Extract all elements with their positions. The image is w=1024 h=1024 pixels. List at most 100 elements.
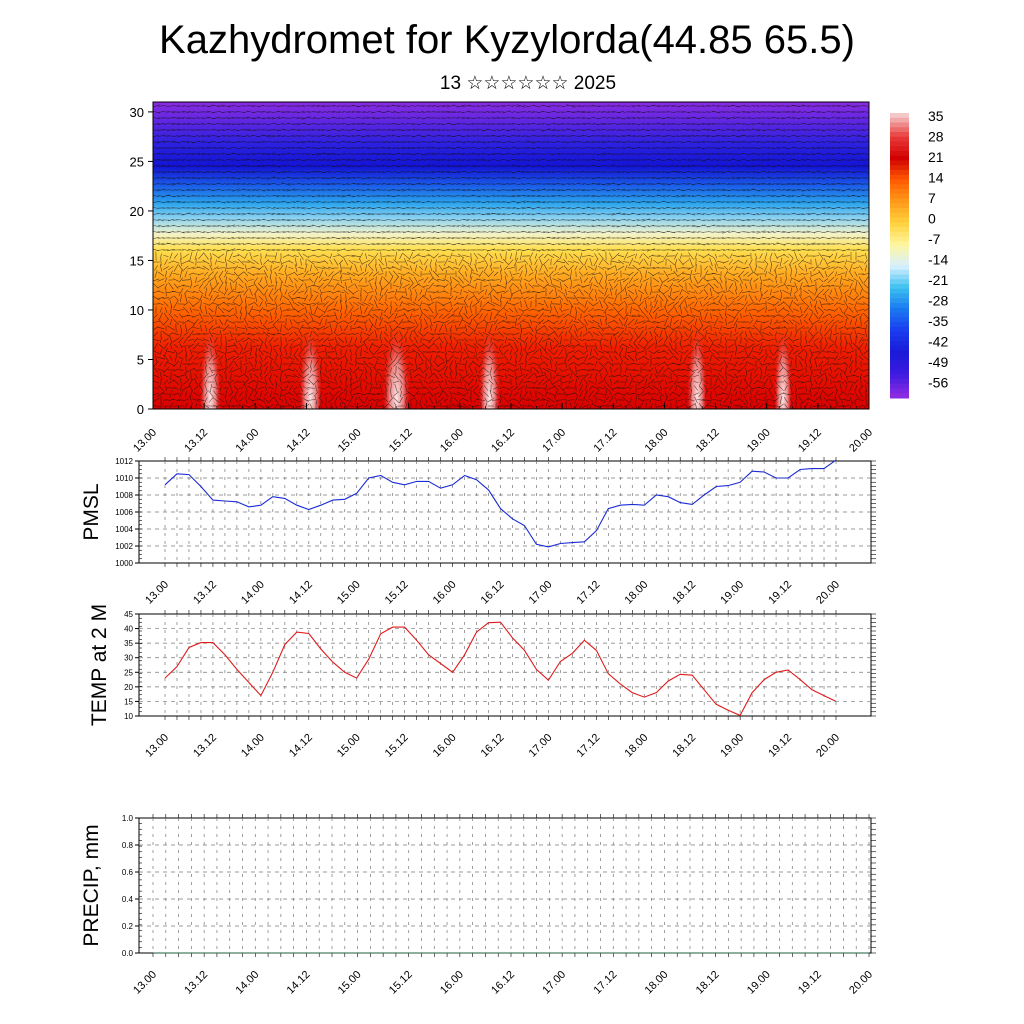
color-bar-segment [890,341,909,347]
color-bar-segment [890,388,909,394]
heatmap-warm-core [478,314,501,409]
color-bar-segment [890,269,909,275]
color-bar-segment [890,174,909,180]
color-bar-label: -56 [928,375,948,391]
x-tick-label: 17.00 [540,969,568,997]
x-tick-label: 18.12 [694,427,722,455]
pmsl-chart: 1000 1002 1004 1006 1008 1010 1012 13.00 13.12 14… [80,457,876,607]
color-bar-segment [890,374,909,380]
x-tick-label: 14.00 [233,969,261,997]
horizontal-grid [139,628,871,702]
x-tick-label: 14.00 [239,579,267,607]
color-bar-segment [890,117,909,123]
x-tick-label: 15.00 [336,427,364,455]
x-tick-label: 14.12 [287,732,315,760]
x-tick-label: 16.00 [431,579,459,607]
y-tick-label: 0.6 [122,868,134,877]
color-bar-segment [890,160,909,166]
color-bar-label: -21 [928,272,948,288]
color-bar-segment [890,379,909,385]
x-tick-label: 15.00 [335,579,363,607]
x-tick-label: 15.12 [383,579,411,607]
y-axis-title: PRECIP, mm [80,824,103,946]
x-tick-label: 17.12 [575,579,603,607]
color-bar-segment [890,331,909,337]
x-tick-label: 18.00 [643,427,671,455]
x-tick-label: 18.00 [622,732,650,760]
horizontal-grid [139,844,871,927]
y-tick-label: 0.8 [122,841,134,850]
x-tick-label: 16.00 [438,427,466,455]
color-bar-segment [890,312,909,318]
y-tick-label: 1006 [115,508,133,517]
x-tick-label: 15.12 [387,427,415,455]
x-tick-label: 18.00 [622,579,650,607]
x-tick-label: 20.00 [847,427,875,455]
color-bar-label: -14 [928,252,948,268]
x-tick-label: 17.12 [591,969,619,997]
x-tick-label: 17.00 [527,732,555,760]
y-tick-label: 1.0 [122,814,134,823]
y-axis-title: PMSL [80,483,103,540]
page-title: Kazhydromet for Kyzylorda(44.85 65.5) [159,18,855,62]
x-tick-label: 20.00 [814,732,842,760]
y-tick-label: 20 [130,204,144,219]
color-bar-segment [890,298,909,304]
plot-frame [138,817,872,954]
y-tick-label: 35 [124,639,133,648]
color-bar-segment [890,184,909,190]
y-tick-label: 10 [130,303,144,318]
x-tick-label: 13.12 [191,732,219,760]
temperature-wind-section: 0 5 10 15 20 25 30 13.00 13.12 14.00 14.12 15.00 15.… [130,101,875,455]
x-tick-label: 17.12 [575,732,603,760]
series-line [164,459,837,548]
x-tick-label: 17.00 [527,579,555,607]
color-bar-segment [890,265,909,271]
color-bar-segment [890,127,909,133]
y-tick-label: 1002 [115,542,133,551]
precipitation-chart: 0.0 0.2 0.4 0.6 0.8 1.0 13.00 13.12 14.00 14.12 15… [80,814,876,997]
x-tick-label: 13.12 [191,579,219,607]
color-bar-segment [890,293,909,299]
color-bar-label: -7 [928,231,941,247]
y-tick-label: 10 [124,712,133,721]
color-bar-label: 35 [928,108,944,124]
color-bar-segment [890,165,909,171]
x-tick-label: 19.00 [718,732,746,760]
color-bar-segment [890,208,909,214]
color-bar-segment [890,189,909,195]
temperature-chart: 10 15 20 25 30 35 40 45 13.00 13.12 14.00 14.12 15.0… [88,604,876,760]
color-bar-label: -42 [928,334,948,350]
color-bar-segment [890,193,909,199]
x-tick-label: 13.00 [143,732,171,760]
x-tick-label: 17.12 [591,427,619,455]
color-bar-segment [890,255,909,261]
color-bar-segment [890,198,909,204]
color-bar-segment [890,236,909,242]
color-bar-segment [890,250,909,256]
y-tick-label: 15 [130,253,144,268]
color-bar-segment [890,350,909,356]
color-bar-legend: 35 28 21 14 7 0 -7 -14 -21 -28 -35 -42 -49 -56 [890,108,948,399]
color-bar-segment [890,132,909,138]
x-tick-label: 16.12 [479,732,507,760]
x-tick-label: 13.12 [182,969,210,997]
x-tick-label: 19.12 [766,579,794,607]
y-tick-label: 1000 [115,559,133,568]
wind-barbs [153,104,869,409]
color-bar-segment [890,279,909,285]
y-tick-label: 45 [124,610,133,619]
color-bar-label: -49 [928,354,948,370]
y-tick-label: 0 [137,402,144,417]
color-bar-segment [890,369,909,375]
x-tick-label: 13.00 [131,427,159,455]
color-bar-segment [890,355,909,361]
color-bar-label: -28 [928,293,948,309]
y-tick-label: 1012 [115,457,133,466]
x-tick-label: 18.00 [643,969,671,997]
color-bar-segment [890,336,909,342]
color-bar-segment [890,212,909,218]
color-bar-segment [890,303,909,309]
color-bar-segment [890,231,909,237]
